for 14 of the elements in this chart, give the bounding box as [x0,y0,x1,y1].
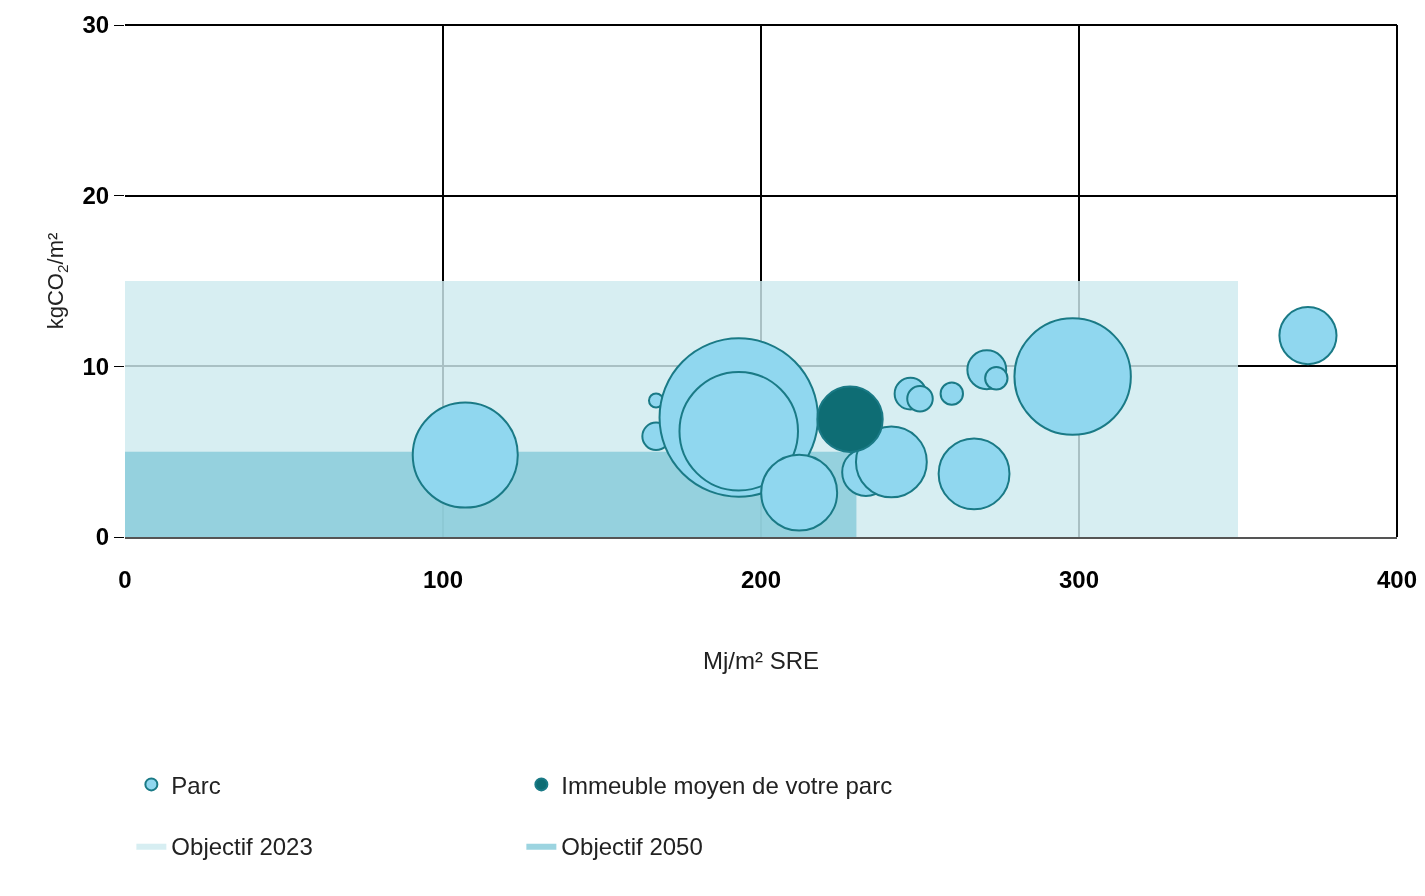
y-tick-label: 10 [82,352,110,380]
x-tick-label: 200 [740,565,782,593]
x-tick-label: 0 [118,565,132,593]
y-tick-label: 0 [95,523,110,551]
x-axis-title: Mj/m² SRE [703,646,819,674]
x-tick-label: 100 [422,565,464,593]
legend-label: Parc [171,771,221,799]
legend-label: Objectif 2050 [561,833,703,861]
legend-label: Objectif 2023 [171,833,313,861]
y-tick-label: 30 [82,11,110,39]
x-tick-label: 300 [1058,565,1100,593]
legend-label: Immeuble moyen de votre parc [561,771,893,799]
x-tick-label: 400 [1376,565,1418,593]
y-tick-label: 20 [82,182,110,210]
